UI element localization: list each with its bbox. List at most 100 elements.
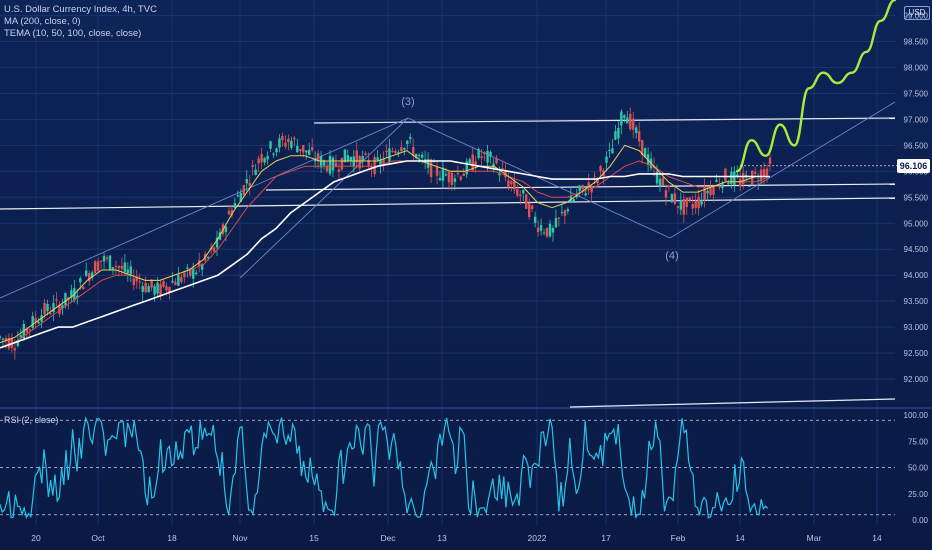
candle-body (658, 178, 662, 187)
candle-body (322, 160, 326, 166)
x-tick-label: 18 (167, 533, 177, 543)
candle-body (712, 186, 715, 195)
candle-body (533, 216, 537, 223)
candle-body (254, 169, 257, 175)
candle-body (468, 159, 471, 164)
currency-button[interactable]: USD (904, 6, 930, 20)
candle-body (545, 227, 549, 237)
rsi-indicator-label[interactable]: RSI (2, close) (4, 415, 59, 425)
candle-body (566, 209, 570, 212)
candle-body (730, 171, 733, 184)
candle-body (147, 286, 150, 293)
candle-body (141, 286, 144, 292)
candle-body (269, 141, 272, 149)
candle-body (245, 179, 248, 184)
resistance-trendline (313, 117, 896, 124)
channel-trendline (0, 117, 409, 299)
candle-body (626, 117, 629, 124)
candle-body (409, 136, 412, 139)
candle-body (370, 166, 373, 169)
candle-body (438, 178, 442, 181)
candle-body (355, 150, 358, 163)
projection-line (735, 0, 897, 173)
candle-body (171, 280, 174, 283)
candle-body (635, 127, 638, 134)
candle-body (58, 304, 61, 315)
candle-body (480, 156, 483, 159)
candle-body (111, 267, 115, 270)
candle-body (4, 338, 8, 342)
candle-body (346, 155, 350, 162)
candle-body (239, 192, 243, 202)
candle-body (563, 210, 567, 216)
candle-body (753, 171, 757, 174)
candle-body (768, 157, 772, 165)
candle-body (376, 157, 379, 161)
tema-indicator-label[interactable]: TEMA (10, 50, 100, close, close) (4, 28, 142, 39)
candle-body (739, 178, 742, 187)
symbol-title[interactable]: U.S. Dollar Currency Index, 4h, TVC (4, 4, 157, 15)
candle-body (334, 162, 338, 167)
candle-body (0, 336, 2, 338)
candle-body (507, 180, 510, 188)
channel-trendline (669, 101, 896, 239)
candle-body (7, 337, 11, 349)
candle-body (328, 155, 332, 174)
candle-body (435, 166, 439, 176)
candle-body (192, 267, 195, 279)
candle-body (224, 226, 228, 233)
candle-body (296, 145, 299, 153)
candle-body (623, 115, 626, 119)
candle-body (501, 168, 504, 170)
candle-body (233, 202, 237, 209)
candle-body (632, 118, 635, 130)
candle-body (79, 278, 82, 283)
candle-body (361, 156, 364, 161)
y-tick-label: 94.000 (904, 271, 929, 280)
x-tick-label: 2022 (528, 533, 547, 543)
candle-body (162, 280, 165, 287)
candle-body (337, 169, 341, 172)
candle-body (85, 270, 88, 276)
rsi-tick-label: 100.00 (904, 411, 929, 420)
candle-body (242, 185, 245, 195)
candle-body (307, 149, 311, 155)
candle-body (412, 147, 415, 156)
candle-body (165, 286, 168, 291)
rsi-tick-label: 75.00 (908, 437, 929, 446)
candle-body (1, 338, 5, 340)
candle-body (593, 175, 596, 177)
candle-body (762, 169, 766, 177)
candle-body (132, 278, 135, 286)
ma-indicator-label[interactable]: MA (200, close, 0) (4, 16, 81, 27)
candle-body (186, 267, 189, 269)
candle-body (703, 187, 706, 201)
candle-body (385, 150, 388, 153)
candle-body (765, 168, 769, 176)
candle-body (691, 203, 694, 209)
candle-body (272, 153, 275, 155)
candle-body (61, 305, 64, 309)
x-tick-label: 14 (735, 533, 745, 543)
candle-body (489, 151, 492, 157)
y-tick-label: 97.000 (904, 115, 929, 124)
candle-body (123, 262, 127, 272)
y-tick-label: 92.500 (904, 349, 929, 358)
candle-body (28, 329, 31, 331)
candle-body (581, 184, 584, 190)
candle-body (227, 210, 231, 215)
x-tick-label: Nov (232, 533, 248, 543)
candle-body (195, 272, 198, 275)
candle-body (16, 340, 20, 347)
candle-body (302, 145, 305, 153)
candle-body (266, 155, 269, 160)
wave-3-label: (3) (401, 96, 414, 108)
candle-body (156, 282, 159, 294)
chart-legend: U.S. Dollar Currency Index, 4h, TVC MA (… (4, 4, 157, 40)
y-tick-label: 95.000 (904, 219, 929, 228)
candle-body (471, 154, 474, 171)
candle-body (661, 177, 665, 186)
candle-body (697, 196, 700, 209)
